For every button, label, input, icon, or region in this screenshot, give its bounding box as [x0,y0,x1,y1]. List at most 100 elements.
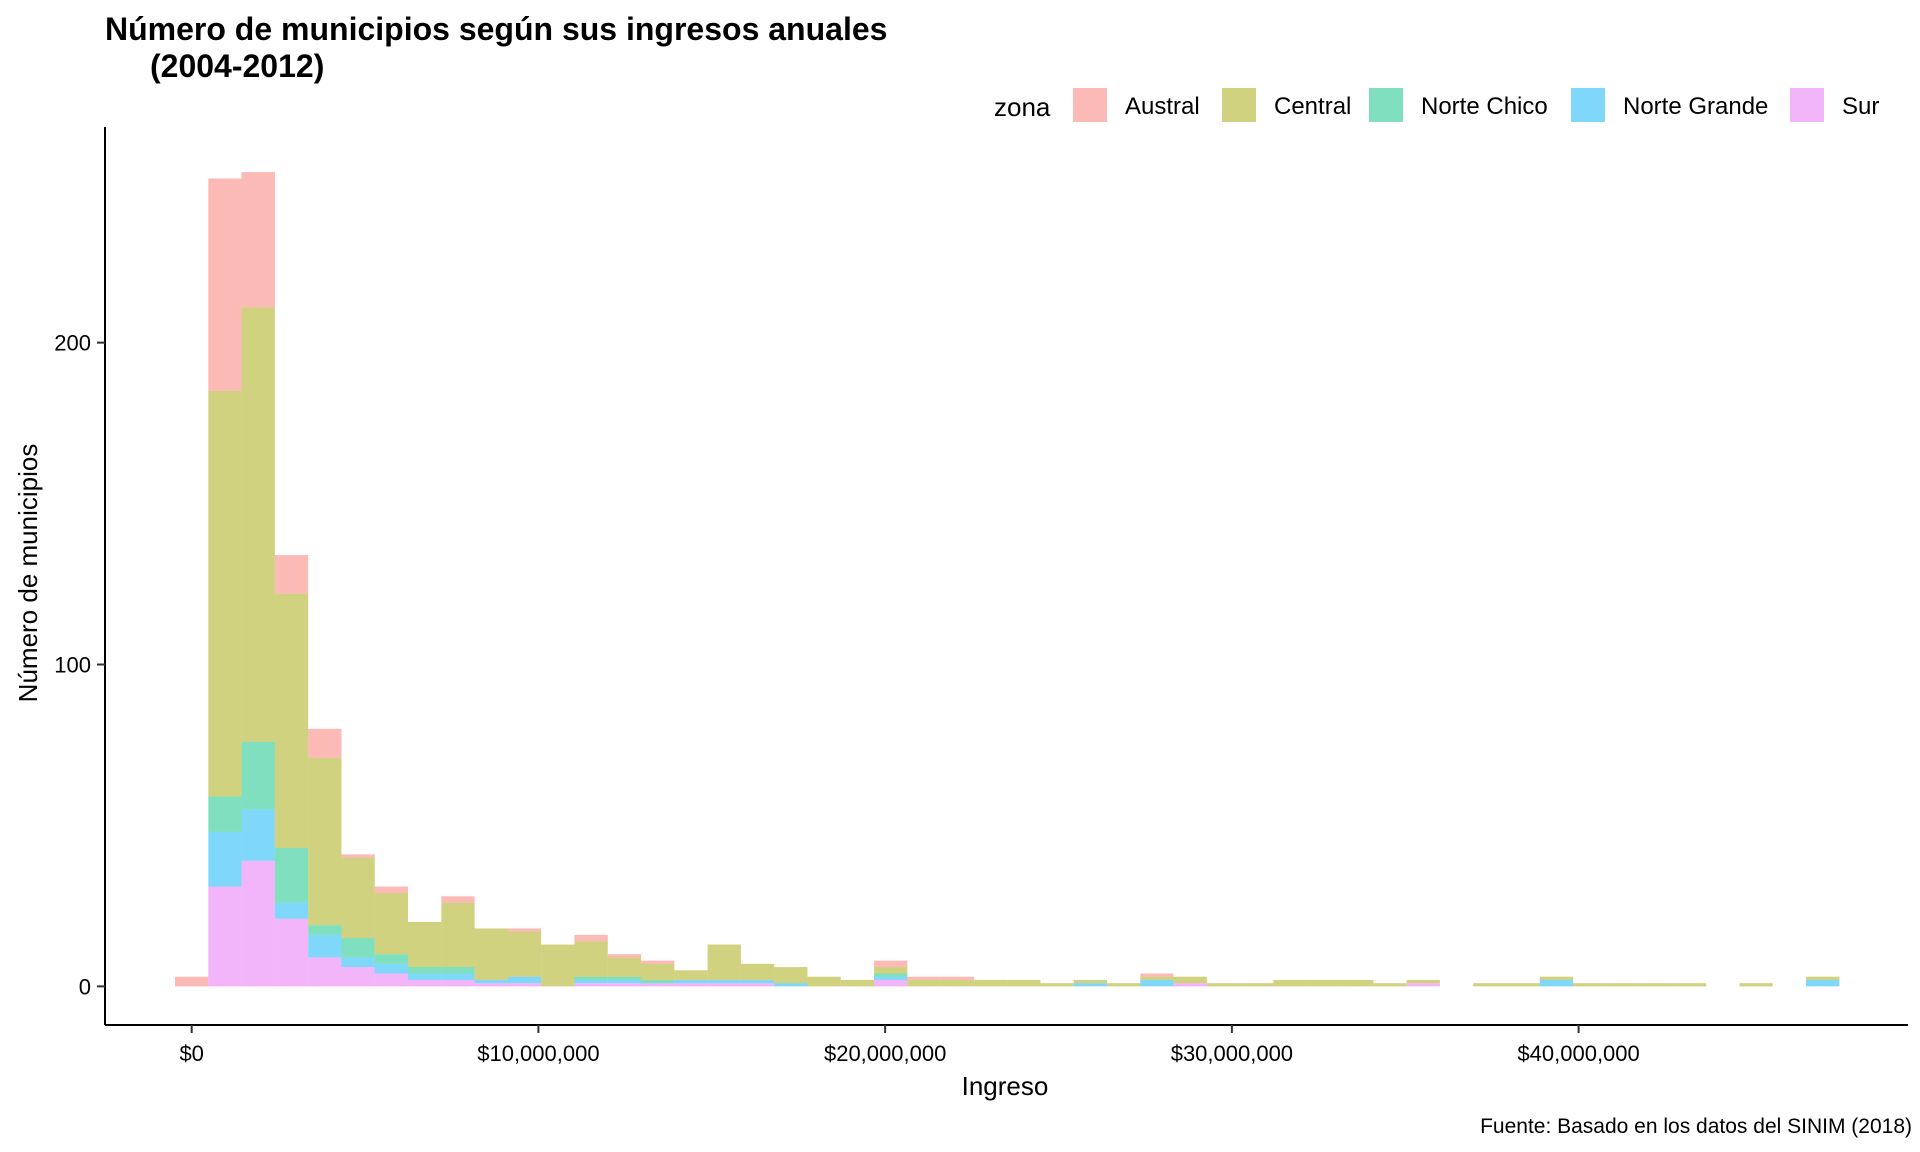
bar-sur-bin-15 [674,983,708,987]
bar-norte-grande-bin-9 [474,979,508,984]
bar-central-bin-31 [1206,983,1241,987]
bar-norte-grande-bin-4 [308,934,342,958]
bar-austral-bin-21 [874,960,908,968]
bar-central-bin-41 [1539,976,1574,980]
bar-sur-bin-2 [241,860,275,987]
bar-central-bin-25 [1007,979,1041,987]
bar-norte-chico-bin-14 [641,979,675,984]
legend-key-central [1222,88,1256,122]
bar-norte-grande-bin-49 [1806,979,1840,987]
bar-central-bin-1 [208,390,242,797]
bar-norte-grande-bin-16 [707,979,741,984]
legend-key-norte-grande [1571,88,1605,122]
bar-austral-bin-0 [175,976,209,987]
bar-norte-chico-bin-1 [208,796,242,832]
bar-central-bin-35 [1340,979,1374,987]
bar-austral-bin-23 [940,976,974,980]
legend-title: zona [994,92,1051,122]
bar-central-bin-26 [1040,983,1074,987]
legend: zona Austral Central Norte Chico Norte Gran… [994,88,1879,122]
legend-label: Austral [1125,93,1200,120]
bar-central-bin-27 [1073,979,1108,984]
x-axis-title: Ingreso [962,1071,1049,1101]
bar-central-bin-44 [1639,983,1673,987]
bar-central-bin-15 [674,970,708,980]
bar-sur-bin-10 [507,983,542,987]
bar-sur-bin-30 [1173,983,1207,987]
bar-central-bin-19 [807,976,841,987]
bar-sur-bin-17 [740,983,775,987]
bar-sur-bin-8 [441,979,475,987]
bar-norte-grande-bin-12 [574,979,608,984]
bar-central-bin-40 [1506,983,1540,987]
bar-central-bin-43 [1606,983,1640,987]
bar-central-bin-24 [973,979,1008,987]
bar-austral-bin-1 [208,178,242,391]
bar-sur-bin-9 [474,983,508,987]
legend-label: Norte Chico [1421,93,1548,120]
bar-sur-bin-5 [341,967,375,987]
bar-austral-bin-29 [1140,973,1174,977]
bar-norte-grande-bin-6 [374,963,409,974]
bar-central-bin-34 [1306,979,1341,987]
bar-norte-chico-bin-2 [241,741,275,810]
bar-norte-chico-bin-5 [341,938,375,958]
bar-norte-grande-bin-41 [1539,979,1574,987]
bar-central-bin-16 [707,944,741,980]
bar-austral-bin-10 [507,928,542,932]
bar-norte-chico-bin-13 [607,976,642,980]
bar-sur-bin-16 [707,983,741,987]
bar-norte-grande-bin-1 [208,831,242,887]
y-tick-label: 0 [79,974,91,999]
bar-norte-grande-bin-27 [1073,983,1108,987]
source-caption: Fuente: Basado en los datos del SINIM (2… [1480,1115,1912,1138]
bar-norte-grande-bin-15 [674,979,708,984]
bar-austral-bin-13 [607,954,642,958]
bar-austral-bin-12 [574,934,608,942]
x-tick-label: $10,000,000 [477,1041,599,1066]
bar-norte-grande-bin-7 [408,973,442,980]
bar-central-bin-2 [241,307,275,742]
bar-central-bin-4 [308,757,342,926]
bar-sur-bin-14 [641,983,675,987]
bar-austral-bin-4 [308,728,342,758]
bar-austral-bin-5 [341,854,375,858]
bar-central-bin-18 [774,967,808,984]
bar-central-bin-45 [1672,983,1707,987]
bar-norte-chico-bin-12 [574,976,608,980]
legend-key-austral [1073,88,1107,122]
bar-central-bin-47 [1739,983,1773,987]
x-tick-label: $30,000,000 [1171,1041,1293,1066]
bar-central-bin-36 [1373,983,1407,987]
legend-label: Norte Grande [1623,93,1768,120]
bar-norte-chico-bin-7 [408,967,442,974]
bar-central-bin-12 [574,941,608,977]
bar-austral-bin-8 [441,896,475,903]
bar-austral-bin-3 [274,555,309,594]
bar-central-bin-10 [507,931,542,977]
bar-central-bin-21 [874,967,908,974]
bar-norte-grande-bin-21 [874,976,908,980]
bar-central-bin-42 [1573,983,1607,987]
axes-layer: $0 $10,000,000 $20,000,000 $30,000,000 $40,0… [54,127,1908,1066]
legend-key-norte-chico [1369,88,1403,122]
bar-central-bin-20 [840,979,875,987]
bar-sur-bin-21 [874,979,908,987]
x-tick-label: $0 [179,1041,203,1066]
bar-central-bin-13 [607,957,642,977]
bar-central-bin-37 [1406,979,1440,984]
x-tick-label: $40,000,000 [1517,1041,1639,1066]
bar-central-bin-29 [1140,976,1174,980]
bar-austral-bin-22 [907,976,941,980]
bar-central-bin-6 [374,893,409,955]
bar-central-bin-9 [474,928,508,980]
bar-central-bin-49 [1806,976,1840,980]
bar-central-bin-7 [408,922,442,968]
bar-austral-bin-14 [641,960,675,964]
bar-central-bin-5 [341,857,375,939]
bar-norte-grande-bin-2 [241,809,275,861]
bar-norte-grande-bin-29 [1140,979,1174,987]
bar-central-bin-28 [1107,983,1141,987]
bar-norte-grande-bin-5 [341,957,375,968]
